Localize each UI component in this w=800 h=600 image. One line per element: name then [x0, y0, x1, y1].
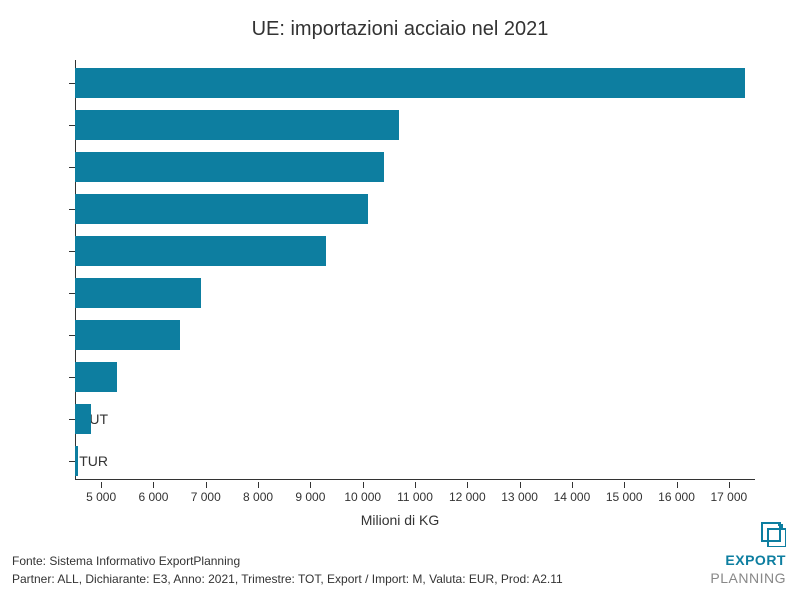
- x-tick: [153, 482, 154, 488]
- bar: [75, 236, 326, 266]
- x-tick-label: 8 000: [243, 490, 273, 504]
- x-tick-label: 9 000: [295, 490, 325, 504]
- x-tick-label: 7 000: [191, 490, 221, 504]
- bar: [75, 446, 78, 476]
- logo-icon: [760, 521, 786, 552]
- bar: [75, 152, 384, 182]
- x-tick-label: 10 000: [344, 490, 381, 504]
- x-tick: [520, 482, 521, 488]
- chart-title: UE: importazioni acciaio nel 2021: [0, 0, 800, 51]
- logo-text-primary: EXPORT: [725, 552, 786, 568]
- x-tick: [363, 482, 364, 488]
- x-tick-label: 12 000: [449, 490, 486, 504]
- y-axis-label: TUR: [48, 446, 108, 476]
- x-tick: [624, 482, 625, 488]
- bar: [75, 278, 201, 308]
- x-tick-label: 5 000: [86, 490, 116, 504]
- bar: [75, 320, 180, 350]
- x-tick: [101, 482, 102, 488]
- x-tick: [467, 482, 468, 488]
- x-tick: [729, 482, 730, 488]
- x-tick: [206, 482, 207, 488]
- footer-source: Fonte: Sistema Informativo ExportPlannin…: [12, 552, 563, 570]
- x-tick: [572, 482, 573, 488]
- x-tick-label: 15 000: [606, 490, 643, 504]
- x-tick: [310, 482, 311, 488]
- logo-text-secondary: PLANNING: [710, 570, 786, 586]
- x-tick-label: 16 000: [658, 490, 695, 504]
- x-tick-label: 17 000: [710, 490, 747, 504]
- bar: [75, 194, 368, 224]
- bar: [75, 110, 399, 140]
- x-tick: [415, 482, 416, 488]
- x-tick-label: 6 000: [138, 490, 168, 504]
- bar: [75, 68, 745, 98]
- bar: [75, 404, 91, 434]
- x-tick-label: 11 000: [397, 490, 433, 504]
- chart-footer: Fonte: Sistema Informativo ExportPlannin…: [12, 552, 563, 588]
- x-tick: [677, 482, 678, 488]
- x-tick-label: 14 000: [554, 490, 591, 504]
- logo: EXPORT PLANNING: [710, 521, 786, 588]
- x-axis-title: Milioni di KG: [0, 512, 800, 528]
- x-tick-label: 13 000: [501, 490, 538, 504]
- bar: [75, 362, 117, 392]
- x-tick: [258, 482, 259, 488]
- footer-params: Partner: ALL, Dichiarante: E3, Anno: 202…: [12, 570, 563, 588]
